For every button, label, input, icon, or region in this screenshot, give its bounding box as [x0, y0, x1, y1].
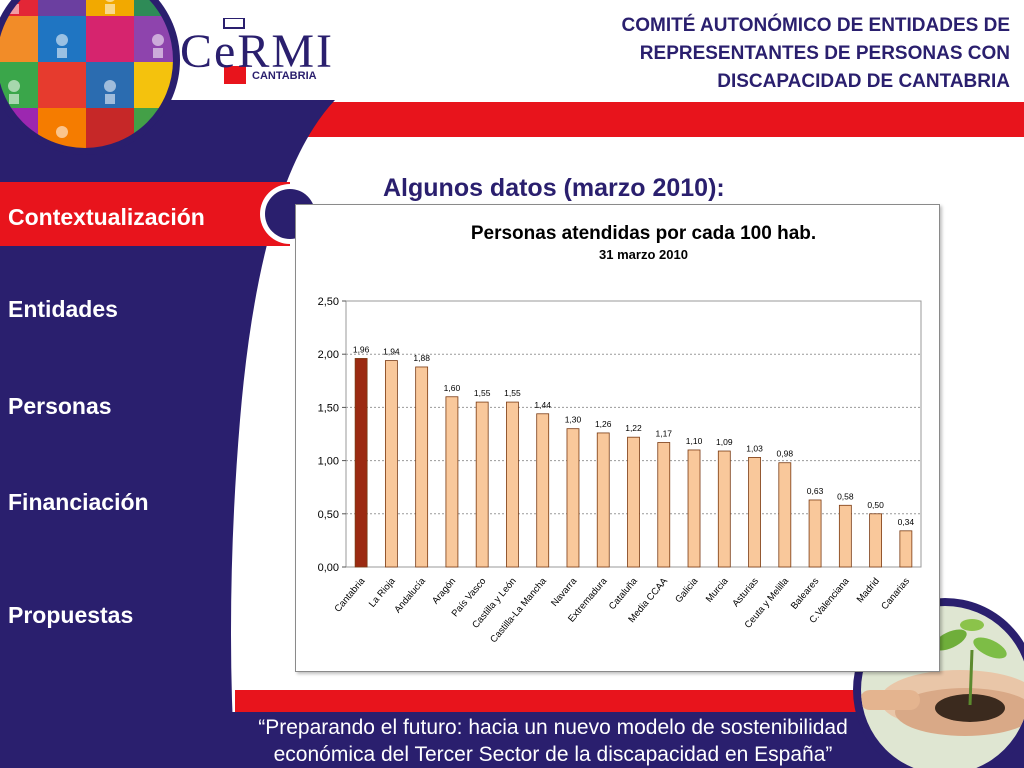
bar-value-label: 1,60: [444, 383, 461, 393]
bar: [717, 450, 731, 568]
chart-title: Personas atendidas por cada 100 hab.: [471, 223, 816, 244]
bar: [869, 513, 883, 568]
x-tick-label: Aragón: [430, 576, 458, 607]
bottom-red-band: [235, 690, 875, 712]
bar: [899, 530, 913, 568]
slide-title: Algunos datos (marzo 2010):: [383, 174, 725, 202]
y-tick-label: 0,00: [318, 562, 339, 574]
bar-value-label: 1,10: [686, 436, 703, 446]
quote-line-2: económica del Tercer Sector de la discap…: [273, 743, 833, 766]
organization-header: COMITÉ AUTONÓMICO DE ENTIDADES DE REPRES…: [450, 12, 1010, 96]
quote-line-1: “Preparando el futuro: hacia un nuevo mo…: [258, 716, 848, 739]
x-tick-label: Murcia: [704, 575, 731, 604]
bar-value-label: 1,55: [504, 388, 521, 398]
bar-value-label: 1,96: [353, 344, 370, 354]
y-tick-label: 1,50: [318, 402, 339, 414]
bar-value-label: 1,26: [595, 419, 612, 429]
x-tick-label: Navarra: [549, 575, 580, 609]
bar: [627, 436, 640, 568]
nav-item-entidades[interactable]: Entidades: [8, 296, 118, 322]
bar: [838, 504, 852, 568]
bar-value-label: 1,22: [625, 423, 642, 433]
bar-value-label: 0,58: [837, 491, 854, 501]
nav-item-financiacion[interactable]: Financiación: [8, 489, 149, 515]
bar-value-label: 1,88: [413, 353, 430, 363]
header-line-1: COMITÉ AUTONÓMICO DE ENTIDADES DE: [621, 15, 1010, 36]
bar: [506, 401, 519, 568]
x-tick-label: Cantabria: [333, 575, 368, 614]
bar: [566, 428, 580, 568]
header-line-2: REPRESENTANTES DE PERSONAS CON: [639, 43, 1010, 64]
bar-value-label: 1,09: [716, 437, 733, 447]
x-tick-label: Madrid: [855, 576, 882, 605]
logo-subtitle: CANTABRIA: [252, 70, 317, 82]
header-line-3: DISCAPACIDAD DE CANTABRIA: [717, 71, 1010, 92]
logo-mark: [223, 18, 246, 84]
bar-value-label: 1,55: [474, 388, 491, 398]
bar-value-label: 1,44: [534, 400, 551, 410]
bar: [384, 360, 398, 568]
bar-value-label: 0,34: [898, 517, 915, 527]
top-red-band: [290, 102, 1024, 137]
cermi-logo: CeRMI CANTABRIA: [180, 18, 370, 90]
bar-chart: Personas atendidas por cada 100 hab. 31 m…: [318, 223, 922, 645]
active-nav-band: [0, 182, 290, 246]
bar-value-label: 1,30: [565, 415, 582, 425]
bar: [475, 401, 489, 568]
bar-value-label: 1,03: [746, 443, 763, 453]
bar-value-label: 0,50: [867, 500, 884, 510]
chart-subtitle: 31 marzo 2010: [599, 247, 688, 262]
nav-item-propuestas[interactable]: Propuestas: [8, 602, 134, 628]
bar: [808, 499, 822, 568]
bar-value-label: 1,94: [383, 347, 400, 357]
bar: [748, 457, 761, 568]
x-tick-label: Galicia: [673, 575, 701, 605]
bar: [445, 396, 459, 568]
bar: [415, 366, 429, 568]
footer-quote: “Preparando el futuro: hacia un nuevo mo…: [228, 714, 878, 768]
x-tick-label: Canarias: [879, 576, 912, 612]
logo-wordmark: CeRMI: [180, 25, 334, 78]
y-tick-label: 2,50: [318, 296, 339, 308]
nav-item-personas[interactable]: Personas: [8, 393, 112, 419]
chart-panel: Personas atendidas por cada 100 hab. 31 m…: [295, 204, 940, 672]
nav-item-contextualizacion[interactable]: Contextualización: [8, 204, 205, 230]
x-tick-label: Asturias: [730, 576, 761, 610]
bar: [354, 358, 368, 568]
bar-value-label: 0,98: [777, 449, 794, 459]
bar: [778, 462, 792, 568]
bar-value-label: 0,63: [807, 486, 824, 496]
x-tick-label: Andalucía: [392, 575, 428, 615]
bar: [657, 442, 671, 568]
y-tick-label: 1,00: [318, 456, 339, 468]
bar: [536, 413, 550, 568]
left-navy-panel: [0, 100, 335, 768]
bar: [596, 432, 610, 568]
y-tick-label: 0,50: [318, 509, 339, 521]
bar: [687, 449, 701, 568]
x-tick-label: La Rioja: [367, 575, 398, 609]
bar-value-label: 1,17: [655, 429, 672, 439]
y-tick-label: 2,00: [318, 349, 339, 361]
x-tick-label: Castilla-La Mancha: [488, 575, 549, 645]
